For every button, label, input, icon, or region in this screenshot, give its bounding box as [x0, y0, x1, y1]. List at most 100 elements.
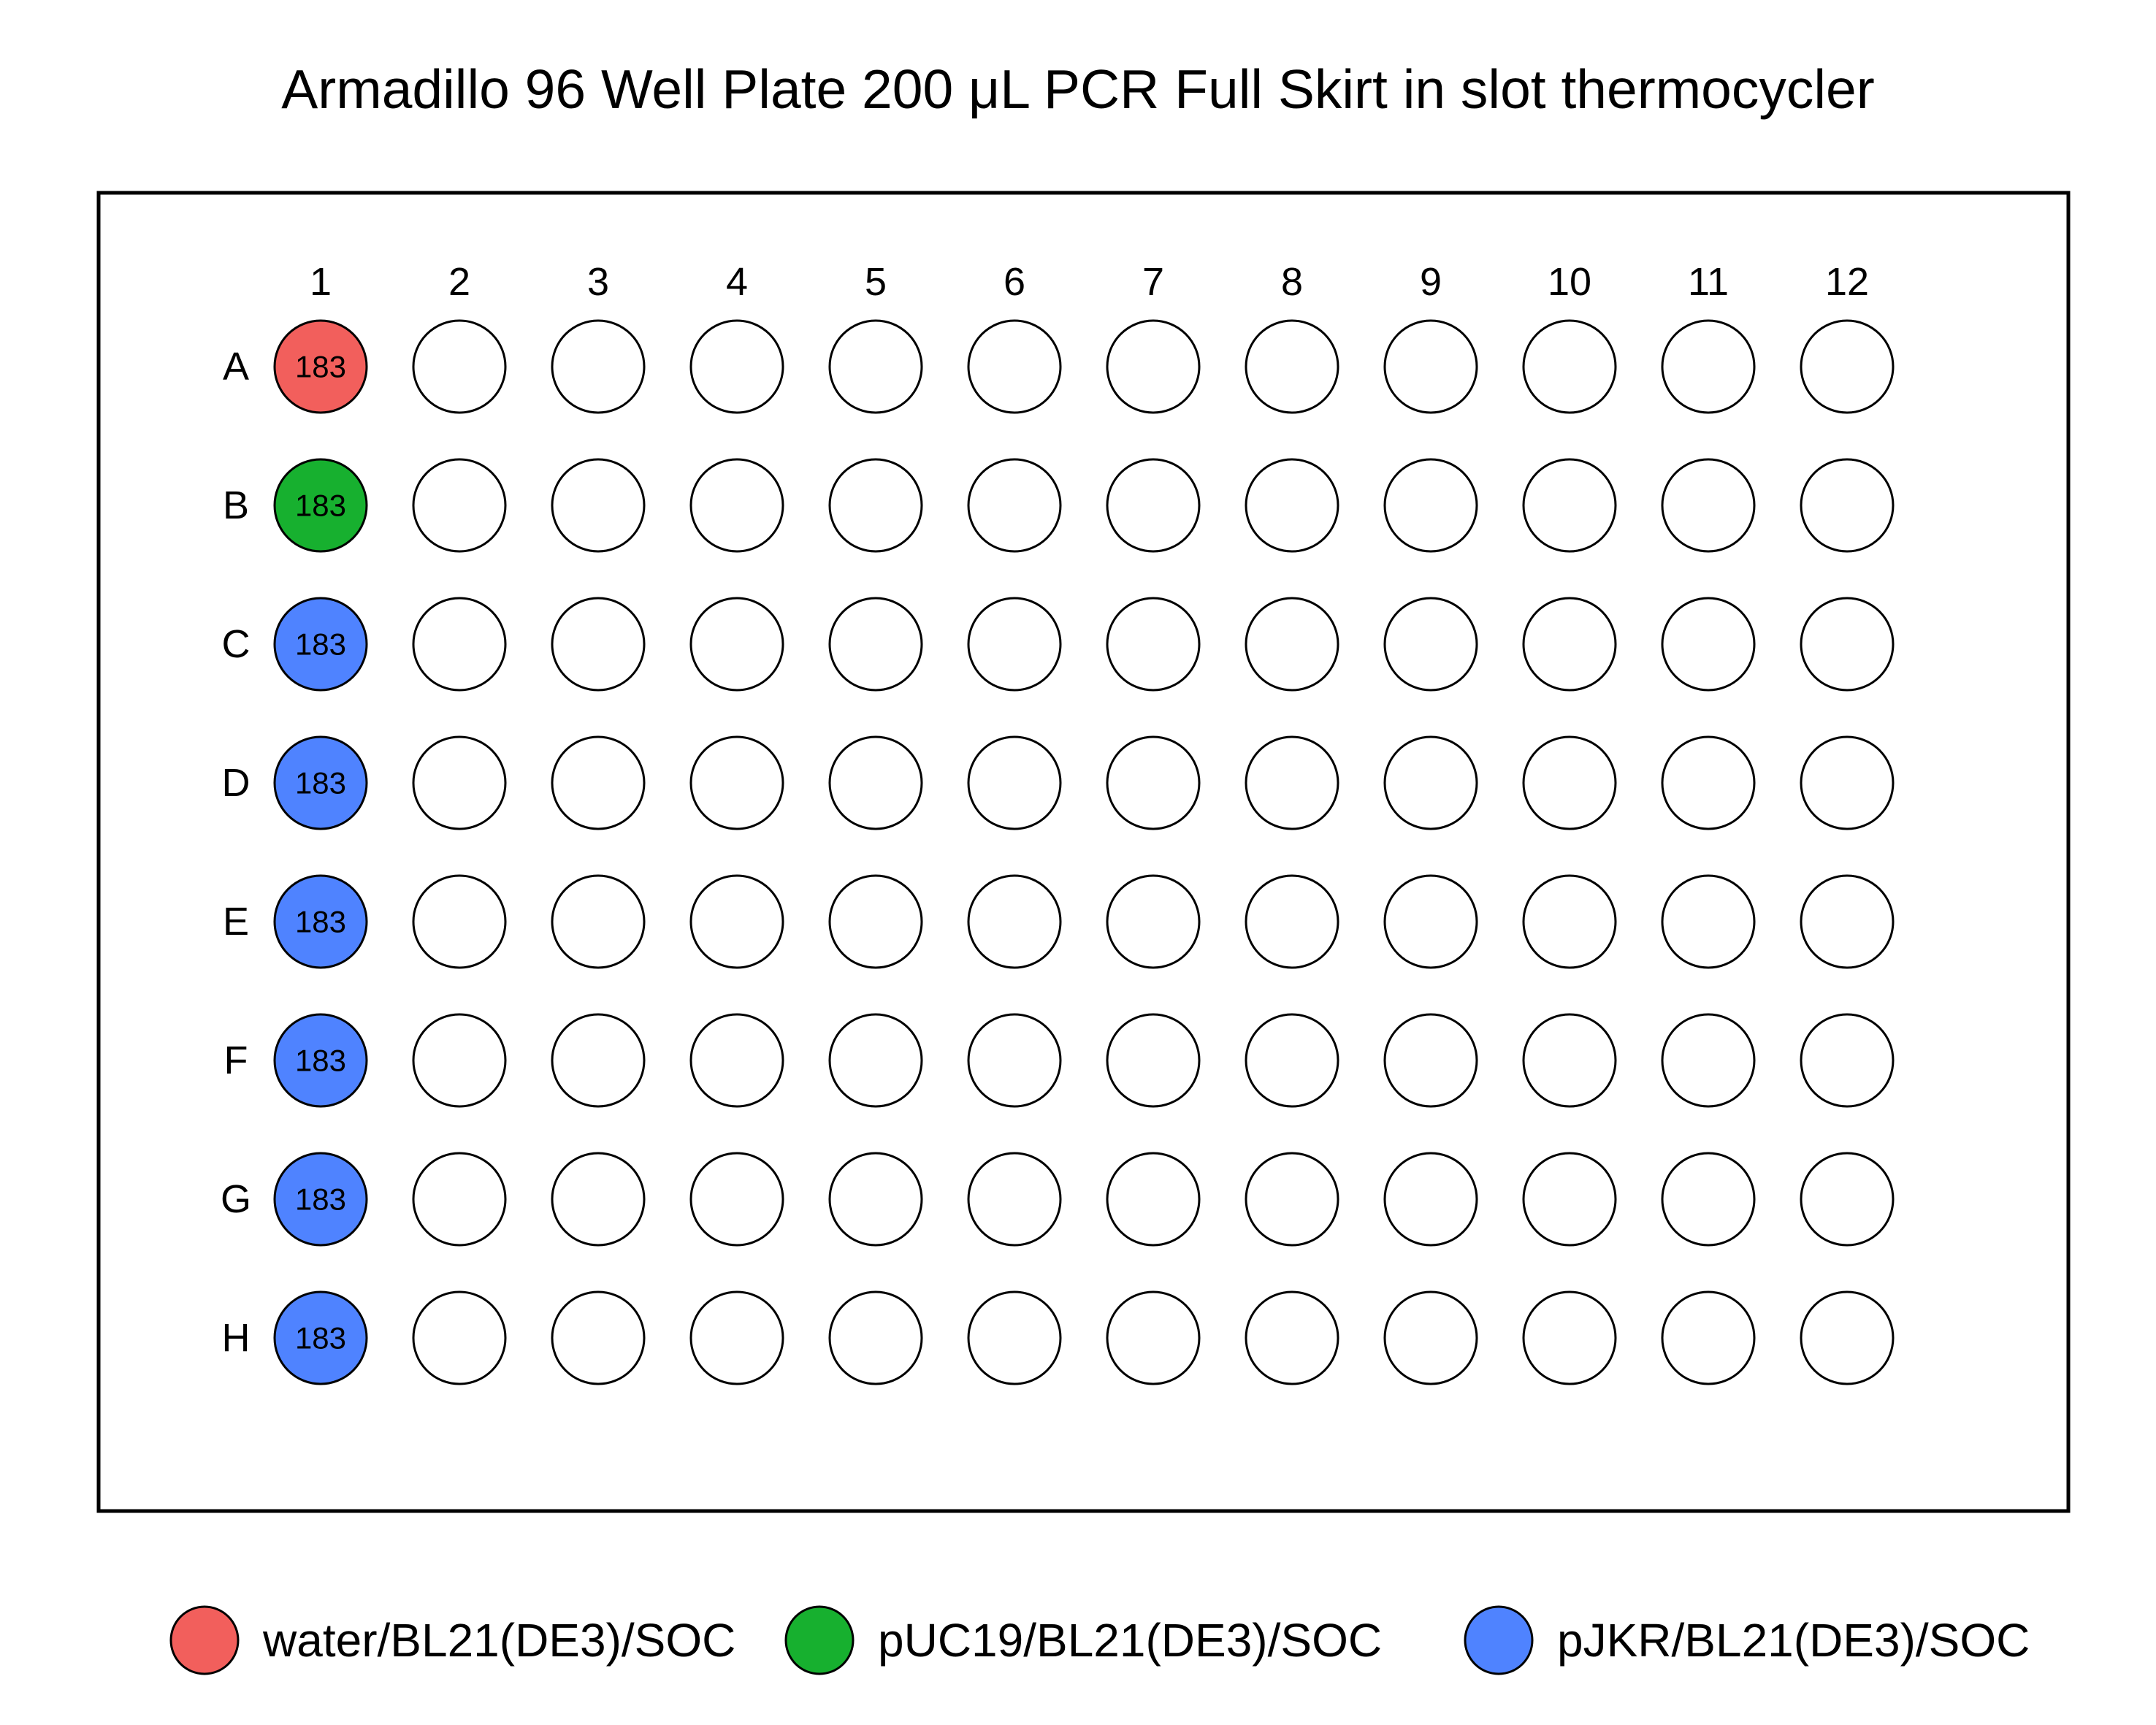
well-e9	[1383, 874, 1478, 969]
well-d8	[1245, 735, 1339, 830]
well-d10	[1522, 735, 1617, 830]
well-c3	[551, 597, 646, 692]
well-g1	[273, 1152, 368, 1247]
well-b8	[1245, 458, 1339, 553]
well-g4	[689, 1152, 784, 1247]
row-label: C	[222, 622, 251, 666]
well-h1	[273, 1290, 368, 1385]
well-d7	[1106, 735, 1201, 830]
column-label: 1	[310, 260, 332, 304]
column-label: 12	[1825, 260, 1869, 304]
well-label: 183	[295, 766, 346, 800]
legend: water/BL21(DE3)/SOC pUC19/BL21(DE3)/SOC pJ…	[169, 1605, 2030, 1675]
plate-outline	[96, 191, 2071, 1513]
well-f11	[1661, 1013, 1756, 1108]
row-label: F	[224, 1039, 248, 1082]
well-d2	[412, 735, 507, 830]
well-g11	[1661, 1152, 1756, 1247]
well-e11	[1661, 874, 1756, 969]
column-labels: 1 2 3 4 5 6 7 8 9 10 11 12	[310, 260, 1869, 304]
well-b6	[967, 458, 1062, 553]
well-e2	[412, 874, 507, 969]
well-a3	[551, 319, 646, 414]
column-label: 4	[726, 260, 748, 304]
legend-swatch-water	[169, 1605, 240, 1675]
well-f6	[967, 1013, 1062, 1108]
well-label: 183	[295, 1044, 346, 1078]
well-f10	[1522, 1013, 1617, 1108]
well-label: 183	[295, 1321, 346, 1355]
well-c7	[1106, 597, 1201, 692]
well-g10	[1522, 1152, 1617, 1247]
well-f12	[1800, 1013, 1895, 1108]
well-a4	[689, 319, 784, 414]
well-e10	[1522, 874, 1617, 969]
well-d11	[1661, 735, 1756, 830]
well-b7	[1106, 458, 1201, 553]
well-b9	[1383, 458, 1478, 553]
row-labels: A B C D E F G H	[221, 345, 251, 1360]
well-e8	[1245, 874, 1339, 969]
well-g9	[1383, 1152, 1478, 1247]
well-label: 183	[295, 627, 346, 662]
row-label: D	[222, 761, 251, 805]
well-d6	[967, 735, 1062, 830]
well-e3	[551, 874, 646, 969]
row-label: G	[221, 1177, 251, 1221]
well-a1	[273, 319, 368, 414]
column-label: 8	[1281, 260, 1303, 304]
well-d9	[1383, 735, 1478, 830]
column-label: 6	[1004, 260, 1025, 304]
well-g3	[551, 1152, 646, 1247]
well-d3	[551, 735, 646, 830]
well-label: 183	[295, 1182, 346, 1217]
row-label: E	[223, 900, 249, 944]
well-d12	[1800, 735, 1895, 830]
legend-label: pJKR/BL21(DE3)/SOC	[1557, 1614, 2030, 1667]
well-g8	[1245, 1152, 1339, 1247]
column-label: 5	[865, 260, 887, 304]
well-b12	[1800, 458, 1895, 553]
column-label: 11	[1688, 260, 1729, 304]
well-b2	[412, 458, 507, 553]
well-c9	[1383, 597, 1478, 692]
column-label: 3	[587, 260, 609, 304]
well-a11	[1661, 319, 1756, 414]
well-grid: 183 183 183 183 183 183 183 183	[273, 319, 1895, 1385]
well-label: 183	[295, 489, 346, 523]
well-a2	[412, 319, 507, 414]
column-label: 7	[1142, 260, 1164, 304]
well-label: 183	[295, 350, 346, 384]
well-f3	[551, 1013, 646, 1108]
well-a7	[1106, 319, 1201, 414]
well-b1	[273, 458, 368, 553]
well-h7	[1106, 1290, 1201, 1385]
well-c10	[1522, 597, 1617, 692]
well-h6	[967, 1290, 1062, 1385]
row-label: H	[222, 1316, 251, 1360]
well-g12	[1800, 1152, 1895, 1247]
well-f5	[828, 1013, 923, 1108]
row-label: A	[223, 345, 249, 389]
well-f9	[1383, 1013, 1478, 1108]
well-h8	[1245, 1290, 1339, 1385]
well-e6	[967, 874, 1062, 969]
well-e4	[689, 874, 784, 969]
well-b11	[1661, 458, 1756, 553]
well-c6	[967, 597, 1062, 692]
well-b5	[828, 458, 923, 553]
well-h9	[1383, 1290, 1478, 1385]
row-label: B	[223, 483, 249, 527]
well-f4	[689, 1013, 784, 1108]
well-g6	[967, 1152, 1062, 1247]
well-a9	[1383, 319, 1478, 414]
well-h10	[1522, 1290, 1617, 1385]
well-d4	[689, 735, 784, 830]
diagram-title: Armadillo 96 Well Plate 200 μL PCR Full …	[281, 58, 1874, 120]
well-a5	[828, 319, 923, 414]
well-a6	[967, 319, 1062, 414]
well-b10	[1522, 458, 1617, 553]
well-h3	[551, 1290, 646, 1385]
well-h12	[1800, 1290, 1895, 1385]
